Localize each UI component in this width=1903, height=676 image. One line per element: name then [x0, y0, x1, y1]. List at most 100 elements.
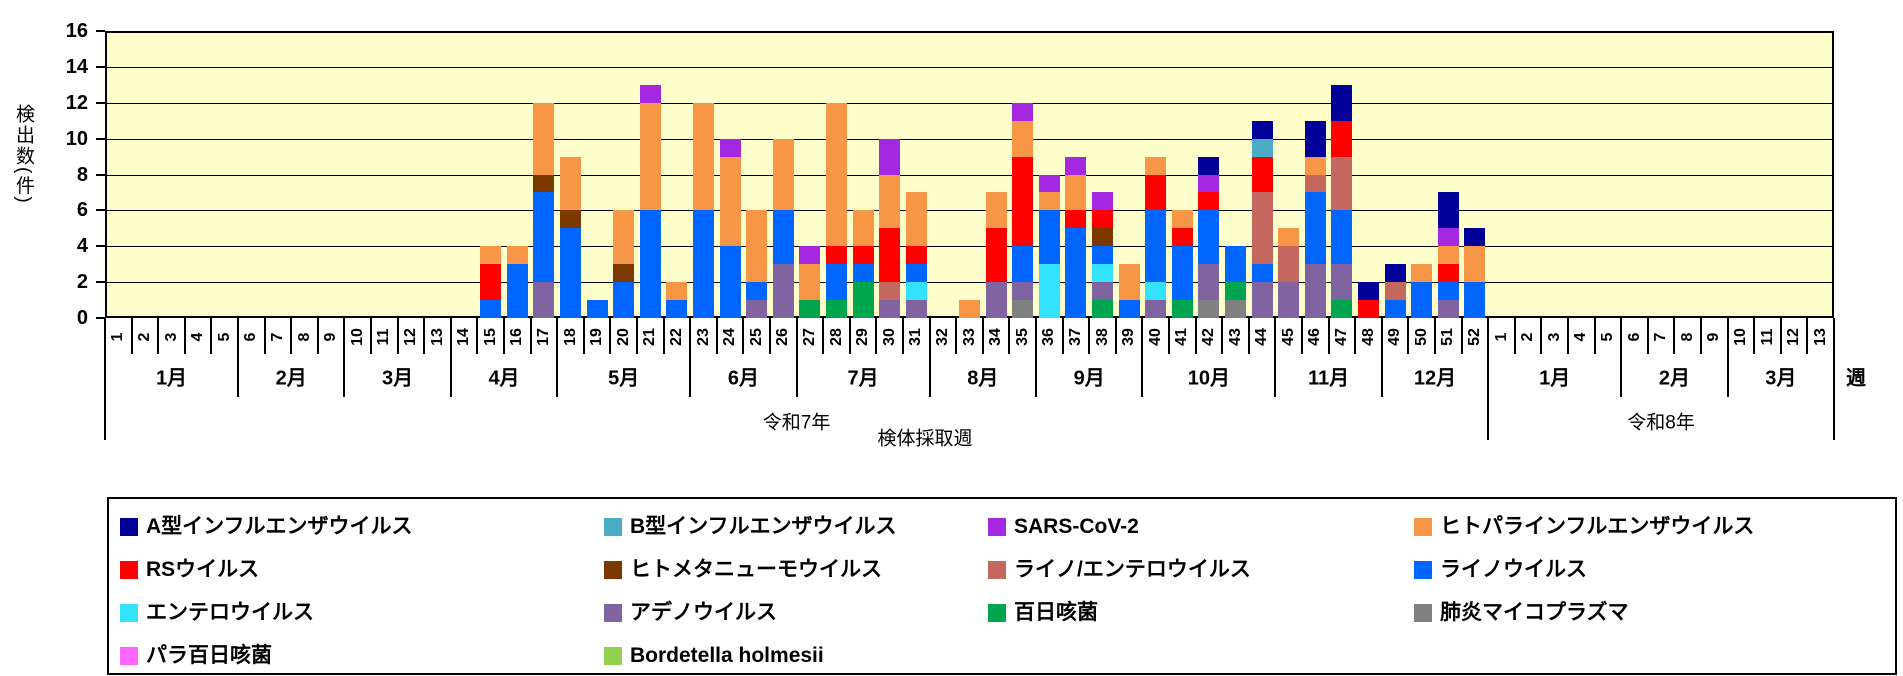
week-label: 31 — [907, 328, 925, 346]
x-axis-tick — [556, 318, 559, 397]
bar-segment-百日咳菌 — [826, 300, 847, 318]
bar-segment-ライノウイルス — [1251, 264, 1273, 283]
week-label: 9 — [1705, 332, 1723, 342]
bar-segment-アデノウイルス — [1331, 264, 1353, 301]
x-axis-tick — [742, 318, 745, 354]
week-label: 9 — [322, 332, 340, 342]
bar-segment-ライノウイルス — [1118, 300, 1140, 318]
bar-segment-ヒトパラインフルエンザウイルス — [1012, 120, 1034, 157]
x-axis-tick — [689, 318, 692, 397]
legend-swatch-icon — [120, 518, 138, 536]
bar-segment-A型インフルエンザウイルス — [1384, 264, 1406, 283]
week-label: 5 — [215, 332, 233, 342]
bar-segment-ヒトパラインフルエンザウイルス — [613, 210, 635, 265]
gridline — [105, 102, 1834, 104]
week-label: 21 — [641, 328, 659, 346]
x-axis-tick — [1327, 318, 1330, 354]
bar-segment-SARS-CoV-2 — [719, 138, 741, 157]
bar-segment-ライノウイルス — [719, 246, 741, 318]
x-axis-tick — [822, 318, 825, 354]
bar-segment-アデノウイルス — [1012, 282, 1034, 301]
month-label: 4月 — [488, 367, 520, 390]
bar-segment-ヒトパラインフルエンザウイルス — [1145, 156, 1167, 175]
legend-swatch-icon — [1414, 604, 1432, 622]
x-axis-tick — [1540, 318, 1543, 354]
week-label: 13 — [1811, 328, 1829, 346]
week-label: 40 — [1146, 328, 1164, 346]
bar-segment-ヒトパラインフルエンザウイルス — [905, 192, 927, 247]
week-label: 7 — [1652, 332, 1670, 342]
bar-segment-アデノウイルス — [1304, 264, 1326, 318]
week-label: 5 — [1598, 332, 1616, 342]
legend-item: RSウイルス — [120, 557, 259, 583]
x-axis-tick — [769, 318, 771, 354]
bar-segment-ヒトパラインフルエンザウイルス — [799, 264, 821, 301]
legend-item: アデノウイルス — [604, 600, 777, 626]
bar-segment-ヒトパラインフルエンザウイルス — [1411, 264, 1433, 283]
week-label: 45 — [1279, 328, 1297, 346]
x-axis-tick — [636, 318, 638, 354]
bar-segment-SARS-CoV-2 — [639, 84, 661, 103]
bar-segment-A型インフルエンザウイルス — [1251, 120, 1273, 139]
bar-segment-SARS-CoV-2 — [1092, 192, 1113, 211]
bar-segment-ライノウイルス — [586, 300, 608, 318]
gridline — [105, 138, 1834, 140]
bar-segment-RSウイルス — [1145, 174, 1167, 211]
bar-segment-ライノウイルス — [639, 210, 661, 318]
x-axis-tick — [875, 318, 878, 354]
y-axis-title: 検出数(件) — [13, 104, 34, 205]
week-label: 4 — [189, 332, 207, 342]
x-axis-tick — [183, 318, 186, 354]
y-tick-label: 0 — [76, 307, 88, 329]
month-label: 3月 — [1765, 367, 1797, 390]
x-axis-tick — [396, 318, 399, 354]
bar-segment-アデノウイルス — [533, 282, 555, 318]
bar-segment-RSウイルス — [1171, 228, 1193, 247]
x-axis-tick — [1726, 318, 1729, 397]
y-tick-label: 10 — [65, 127, 88, 150]
bar-segment-ヒトパラインフルエンザウイルス — [985, 192, 1007, 229]
legend-label: A型インフルエンザウイルス — [146, 515, 413, 538]
bar-segment-ライノウイルス — [1464, 282, 1486, 318]
x-axis-tick — [1753, 318, 1756, 354]
legend-swatch-icon — [988, 561, 1006, 579]
bar-segment-アデノウイルス — [1251, 282, 1273, 318]
legend-item: パラ百日咳菌 — [120, 643, 272, 669]
bar-segment-ヒトパラインフルエンザウイルス — [480, 246, 502, 265]
x-axis-tick — [1513, 318, 1516, 354]
x-axis-tick — [529, 318, 532, 354]
x-axis-tick — [1168, 318, 1170, 354]
bar-segment-ヒトパラインフルエンザウイルス — [1065, 174, 1087, 211]
bar-segment-RSウイルス — [1331, 120, 1353, 157]
x-axis-tick — [1194, 318, 1197, 354]
legend-label: アデノウイルス — [630, 601, 777, 624]
bar-segment-ヒトパラインフルエンザウイルス — [746, 210, 768, 283]
bar-segment-A型インフルエンザウイルス — [1358, 282, 1379, 301]
week-label: 25 — [747, 328, 765, 346]
legend-item: A型インフルエンザウイルス — [120, 514, 413, 540]
bar-segment-ヒトパラインフルエンザウイルス — [533, 102, 555, 175]
bar-segment-肺炎マイコプラズマ — [1225, 300, 1246, 318]
bar-segment-ヒトパラインフルエンザウイルス — [560, 156, 581, 211]
bar-segment-RSウイルス — [480, 264, 502, 301]
x-axis-tick — [263, 318, 266, 354]
x-axis-tick — [503, 318, 505, 354]
week-label: 38 — [1093, 328, 1111, 346]
bar-segment-ライノウイルス — [1437, 282, 1459, 301]
bar-segment-ライノウイルス — [1038, 210, 1060, 265]
bar-segment-肺炎マイコプラズマ — [1198, 300, 1220, 318]
bar-segment-ヒトパラインフルエンザウイルス — [639, 102, 661, 211]
bar-segment-百日咳菌 — [1092, 300, 1113, 318]
x-axis-tick — [423, 318, 426, 354]
gridline — [105, 174, 1834, 176]
bar-segment-ライノウイルス — [613, 282, 635, 318]
x-axis-tick — [795, 318, 798, 397]
week-label: 10 — [1731, 328, 1749, 346]
x-axis-tick — [1035, 318, 1037, 397]
legend-swatch-icon — [604, 518, 622, 536]
week-label: 44 — [1253, 328, 1271, 346]
month-label: 11月 — [1308, 367, 1350, 390]
legend-item: SARS-CoV-2 — [988, 514, 1139, 540]
week-label: 7 — [268, 332, 286, 342]
